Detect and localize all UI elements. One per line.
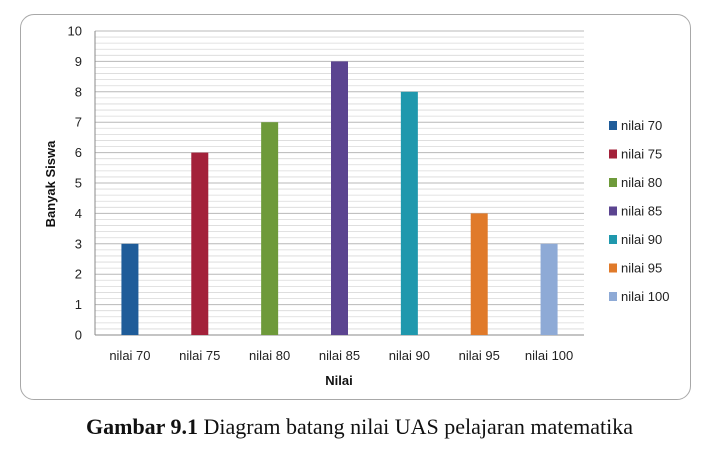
bar-nilai-100	[540, 243, 558, 335]
legend-label: nilai 85	[621, 204, 662, 219]
x-axis-title: Nilai	[325, 373, 352, 388]
legend-label: nilai 100	[621, 289, 669, 304]
x-tick-label: nilai 70	[109, 348, 150, 363]
bar-nilai-95	[470, 213, 488, 335]
legend-swatch	[609, 263, 617, 273]
y-tick-label: 8	[75, 84, 82, 99]
bar-nilai-90	[400, 91, 418, 335]
y-tick-label: 6	[75, 145, 82, 160]
y-tick-label: 9	[75, 54, 82, 69]
bars	[121, 61, 558, 336]
y-tick-label: 0	[75, 328, 82, 343]
legend: nilai 70 nilai 75 nilai 80 nilai 85 nilai 90…	[609, 118, 669, 304]
legend-label: nilai 70	[621, 118, 662, 133]
legend-label: nilai 95	[621, 261, 662, 276]
y-axis-title: Banyak Siswa	[43, 140, 58, 227]
x-tick-label: nilai 80	[249, 348, 290, 363]
y-tick-label: 4	[75, 206, 82, 221]
caption-text: Diagram batang nilai UAS pelajaran matem…	[198, 414, 633, 439]
bar-nilai-75	[191, 152, 209, 335]
y-tick-label: 3	[75, 236, 82, 251]
y-tick-label: 7	[75, 115, 82, 130]
y-tick-label: 1	[75, 297, 82, 312]
x-tick-label: nilai 85	[319, 348, 360, 363]
legend-swatch	[609, 178, 617, 187]
bar-nilai-85	[331, 61, 348, 336]
legend-swatch	[609, 121, 617, 130]
legend-label: nilai 90	[621, 232, 662, 247]
legend-swatch	[609, 235, 617, 244]
figure-caption: Gambar 9.1 Diagram batang nilai UAS pela…	[0, 414, 719, 440]
caption-label: Gambar 9.1	[86, 414, 199, 439]
x-tick-labels: nilai 70 nilai 75 nilai 80 nilai 85 nilai 90…	[109, 348, 573, 363]
legend-swatch	[609, 292, 617, 301]
y-tick-label: 5	[75, 176, 82, 191]
legend-swatch	[609, 149, 617, 159]
y-tick-labels: 0 1 2 3 4 5 6 7 8 9 10	[68, 24, 82, 343]
x-tick-label: nilai 90	[389, 348, 430, 363]
x-tick-label: nilai 100	[525, 348, 573, 363]
y-tick-label: 10	[68, 24, 82, 39]
y-tick-label: 2	[75, 267, 82, 282]
legend-swatch	[609, 206, 617, 216]
x-tick-label: nilai 95	[459, 348, 500, 363]
bar-nilai-70	[121, 243, 139, 335]
legend-label: nilai 75	[621, 147, 662, 162]
legend-label: nilai 80	[621, 175, 662, 190]
bar-nilai-80	[261, 122, 279, 335]
x-tick-label: nilai 75	[179, 348, 220, 363]
